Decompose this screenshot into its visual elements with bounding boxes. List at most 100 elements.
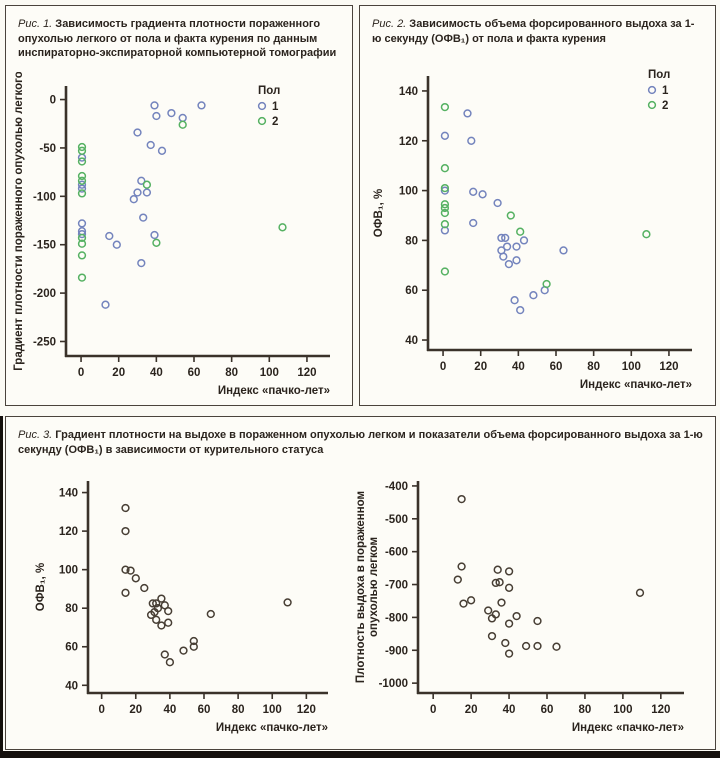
data-point: [635, 588, 645, 597]
data-point: [142, 188, 152, 197]
data-point: [497, 598, 506, 607]
y-tick-label: 60: [65, 642, 78, 654]
x-tick-label: 20: [129, 704, 142, 716]
data-point: [440, 200, 450, 209]
data-point: [533, 616, 542, 626]
y-tick-label: -250: [33, 336, 56, 348]
data-point: [152, 599, 161, 608]
data-point: [457, 494, 466, 504]
data-point: [504, 259, 514, 269]
x-tick-label: 120: [297, 704, 316, 716]
x-tick-label: 80: [587, 361, 600, 373]
x-tick-label: 40: [150, 367, 163, 379]
x-tick-label: 120: [659, 361, 678, 373]
x-tick-label: 120: [297, 367, 316, 379]
fig2-svg: 140 120 100 80 60 40 0 20 40 60 80 100 120 Индекс «па…: [373, 69, 692, 391]
data-point: [440, 102, 450, 112]
y-axis-title: ОФВ₁, %: [373, 189, 385, 237]
panel-fig3: Рис. 3. Градиент плотности на выдохе в п…: [5, 416, 716, 750]
data-point: [121, 526, 130, 536]
scan-left-edge: [0, 416, 3, 758]
fig2-caption-text: Зависимость объема форсированного выдоха…: [372, 18, 695, 45]
data-point: [101, 300, 110, 309]
data-point: [164, 618, 173, 627]
data-point: [126, 566, 135, 575]
data-point: [512, 242, 521, 251]
data-point: [283, 598, 292, 607]
data-point: [512, 611, 521, 621]
data-point: [160, 650, 169, 659]
data-point: [121, 588, 130, 597]
data-point: [157, 621, 166, 630]
data-point: [519, 236, 529, 245]
data-point: [487, 631, 497, 641]
data-point: [133, 188, 142, 197]
data-point: [157, 146, 167, 155]
legend-marker-2: [647, 100, 657, 110]
data-point: [137, 258, 146, 268]
data-point: [157, 594, 166, 603]
data-point: [516, 305, 525, 315]
x-tick-label: 80: [579, 704, 592, 716]
y-tick-label: 80: [65, 603, 78, 615]
legend-title: Пол: [258, 85, 280, 97]
fig2-scatter-chart: 140 120 100 80 60 40 0 20 40 60 80 100 120 Индекс «па…: [364, 64, 712, 399]
data-point: [467, 136, 476, 145]
data-point: [164, 606, 173, 616]
fig2-caption: Рис. 2. Зависимость объема форсированног…: [360, 6, 715, 46]
y-tick-label: 40: [65, 680, 78, 692]
data-point: [77, 239, 87, 248]
legend-label-2: 2: [272, 116, 278, 128]
legend-label-2: 2: [662, 100, 668, 112]
panel-fig1: Рис. 1. Зависимость градиента плотности …: [5, 5, 353, 406]
x-tick-label: 0: [440, 361, 446, 373]
x-tick-label: 100: [622, 361, 641, 373]
data-point: [77, 171, 87, 181]
data-point: [506, 211, 515, 220]
data-point: [178, 113, 187, 123]
legend-marker-1: [257, 101, 267, 111]
data-point: [504, 619, 514, 628]
fig1-caption: Рис. 1. Зависимость градиента плотности …: [6, 6, 352, 61]
data-point: [493, 565, 502, 574]
data-point: [487, 614, 497, 623]
fig1-caption-label: Рис. 1.: [18, 18, 56, 30]
y-tick-label: 140: [399, 86, 418, 98]
data-point: [459, 599, 468, 608]
x-tick-label: 60: [198, 704, 211, 716]
data-point: [501, 638, 510, 648]
data-point: [440, 208, 450, 218]
fig1-svg: 0 -50 -100 -150 -200 -250 0 20 40 60 80 100 120 Индек…: [13, 71, 330, 397]
data-point: [278, 223, 287, 232]
data-point: [150, 101, 159, 110]
legend-label-1: 1: [662, 85, 669, 97]
y-tick-label: 60: [405, 285, 418, 297]
fig3-caption: Рис. 3. Градиент плотности на выдохе в п…: [6, 417, 715, 457]
y-tick-label: -900: [385, 645, 408, 657]
data-point: [457, 562, 466, 571]
data-point: [189, 636, 198, 646]
x-tick-label: 80: [232, 704, 245, 716]
data-point: [179, 646, 188, 655]
data-point: [137, 176, 146, 185]
data-point: [167, 108, 176, 118]
data-point: [440, 220, 450, 229]
data-point: [440, 203, 450, 213]
fig1-scatter-chart: 0 -50 -100 -150 -200 -250 0 20 40 60 80 100 120 Индек…: [8, 71, 352, 405]
data-point: [77, 189, 87, 198]
data-point: [121, 503, 130, 513]
fig3-caption-text: Градиент плотности на выдохе в пораженно…: [18, 429, 703, 456]
fig3-right-scatter-chart: -400 -500 -600 -700 -800 -900 -1000 0 20 40 60 80 10…: [352, 463, 704, 756]
y-tick-label: -100: [33, 191, 56, 203]
x-tick-label: 0: [98, 704, 104, 716]
data-point: [521, 641, 531, 651]
data-point: [495, 578, 504, 587]
data-point: [552, 642, 561, 651]
data-point: [504, 583, 514, 592]
data-point: [469, 187, 478, 196]
data-point: [152, 615, 161, 624]
data-point: [77, 219, 87, 228]
legend-marker-1: [647, 85, 657, 95]
data-point: [559, 246, 568, 255]
